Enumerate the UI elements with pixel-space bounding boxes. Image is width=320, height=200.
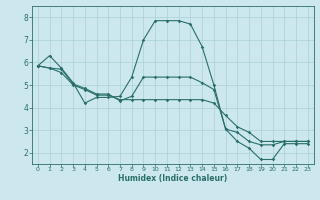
X-axis label: Humidex (Indice chaleur): Humidex (Indice chaleur) xyxy=(118,174,228,183)
